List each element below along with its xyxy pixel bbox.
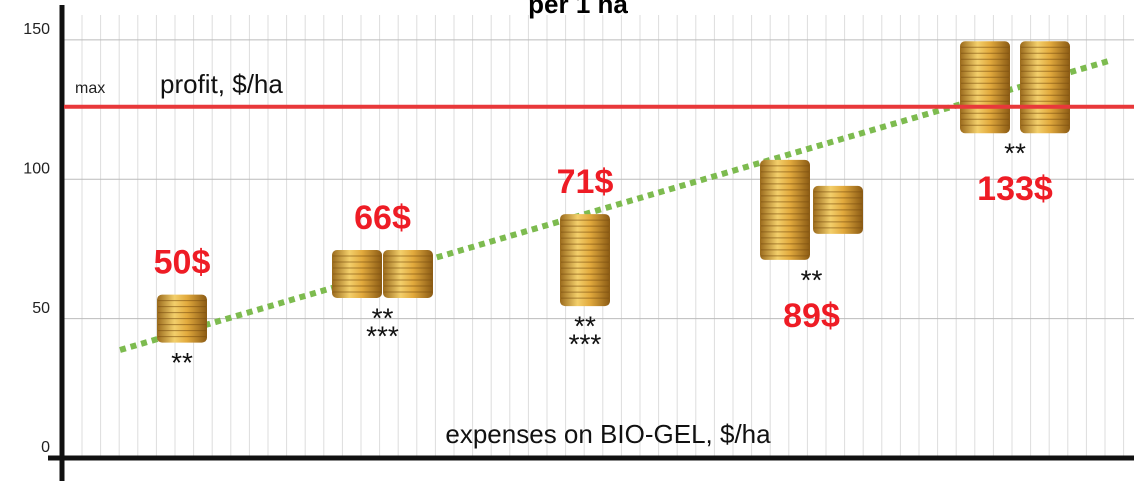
value-label: 89$	[783, 297, 840, 335]
coin-stack	[157, 294, 207, 343]
value-label: 66$	[354, 199, 411, 237]
y-tick-label: 100	[23, 160, 50, 177]
y-axis-label: profit, $/ha	[160, 69, 283, 99]
note: **	[574, 310, 596, 341]
note: **	[171, 347, 193, 378]
coin-stack	[813, 185, 863, 234]
max-label: max	[75, 80, 105, 97]
coin-body	[1020, 41, 1070, 134]
value-label: 133$	[977, 170, 1053, 208]
value-label: 50$	[154, 244, 211, 282]
chart-title: per 1 ha	[528, 0, 628, 19]
note: **	[372, 302, 394, 333]
grid	[64, 15, 1134, 459]
coin-stack	[332, 250, 382, 299]
coin-stack	[560, 214, 610, 307]
coin-stack	[960, 41, 1010, 134]
coin-stack	[760, 159, 810, 260]
marks	[157, 41, 1070, 343]
y-tick-label: 150	[23, 21, 50, 38]
note: ***	[569, 328, 602, 359]
coin-stack	[383, 250, 433, 299]
coin-body	[960, 41, 1010, 134]
note: **	[801, 264, 823, 295]
coin-body	[560, 214, 610, 307]
note: **	[1004, 138, 1026, 169]
y-tick-label: 0	[41, 439, 50, 456]
x-axis-label: expenses on BIO-GEL, $/ha	[445, 419, 771, 449]
y-tick-label: 50	[32, 300, 50, 317]
value-label: 71$	[557, 163, 614, 201]
coin-body	[760, 159, 810, 260]
note: ***	[366, 320, 399, 351]
coin-stack	[1020, 41, 1070, 134]
